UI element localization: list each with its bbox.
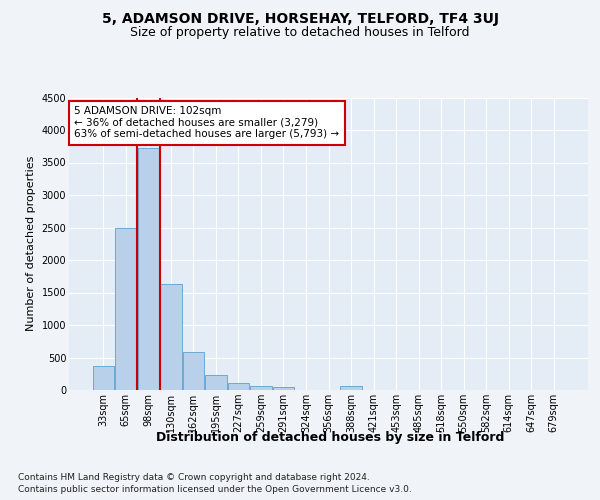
Bar: [205, 375, 227, 390]
Bar: [160, 284, 182, 390]
Y-axis label: Number of detached properties: Number of detached properties: [26, 156, 36, 332]
Bar: [273, 388, 294, 390]
Bar: [92, 366, 114, 390]
Text: 5 ADAMSON DRIVE: 102sqm
← 36% of detached houses are smaller (3,279)
63% of semi: 5 ADAMSON DRIVE: 102sqm ← 36% of detache…: [74, 106, 340, 140]
Text: Distribution of detached houses by size in Telford: Distribution of detached houses by size …: [156, 431, 504, 444]
Bar: [182, 352, 204, 390]
Bar: [115, 228, 137, 390]
Text: Size of property relative to detached houses in Telford: Size of property relative to detached ho…: [130, 26, 470, 39]
Bar: [340, 386, 362, 390]
Bar: [137, 148, 159, 390]
Text: Contains public sector information licensed under the Open Government Licence v3: Contains public sector information licen…: [18, 485, 412, 494]
Bar: [228, 383, 249, 390]
Bar: [250, 386, 272, 390]
Text: 5, ADAMSON DRIVE, HORSEHAY, TELFORD, TF4 3UJ: 5, ADAMSON DRIVE, HORSEHAY, TELFORD, TF4…: [101, 12, 499, 26]
Text: Contains HM Land Registry data © Crown copyright and database right 2024.: Contains HM Land Registry data © Crown c…: [18, 472, 370, 482]
